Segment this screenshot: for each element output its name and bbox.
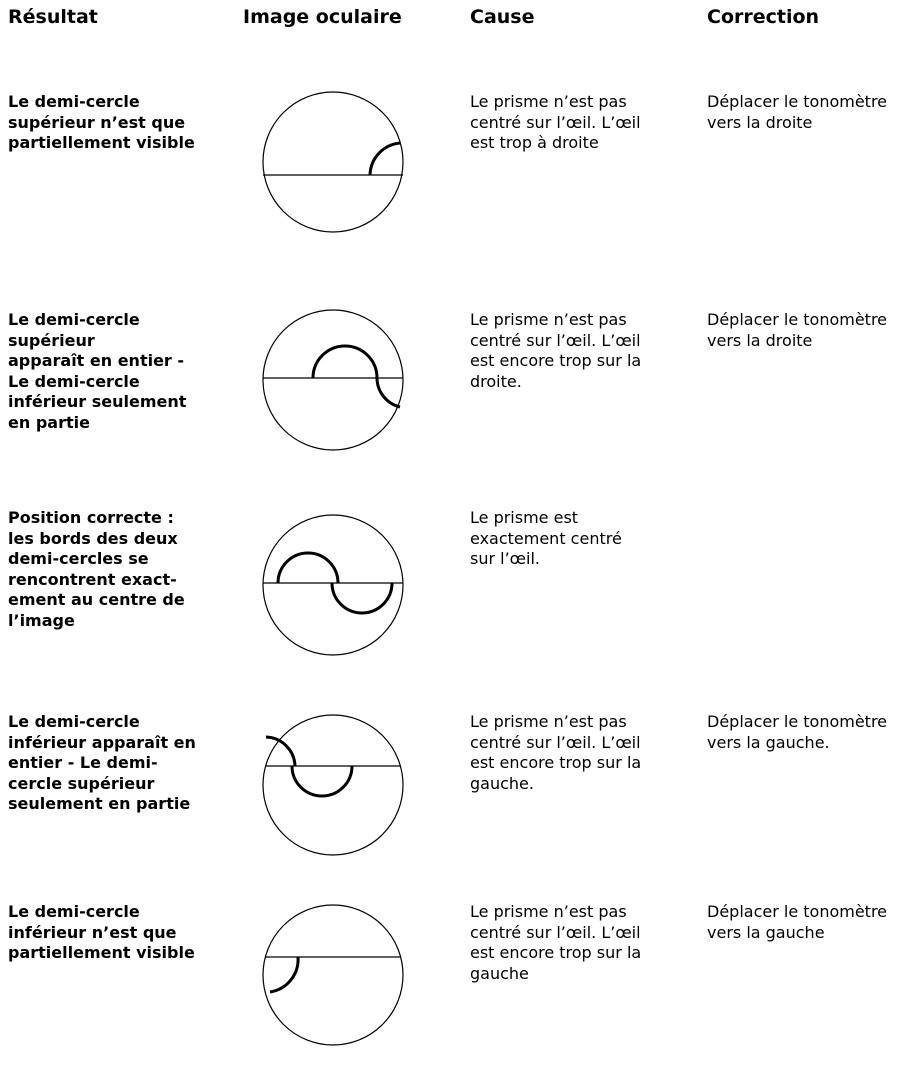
text-line: sur l’œil. [470, 549, 541, 568]
correction-cell: Déplacer le tonomètre vers la droite [707, 92, 887, 133]
text-line: Le prisme est [470, 508, 579, 527]
eye-image [262, 714, 404, 856]
text-line: entier - Le demi- [8, 753, 158, 772]
correction-cell: Déplacer le tonomètre vers la gauche [707, 902, 887, 943]
text-line: en partie [8, 412, 90, 432]
text-line: Le prisme n’est pas [470, 310, 627, 329]
text-line: demi-cercles se [8, 549, 149, 568]
text-line: inférieur n’est que [8, 922, 177, 942]
text-line: Position correcte : [8, 508, 174, 527]
eye-image [262, 91, 404, 233]
column-header: Correction [707, 6, 820, 28]
text-line: inférieur apparaît en [8, 732, 196, 752]
text-line: vers la droite [707, 330, 813, 350]
text-line: supérieur [8, 330, 95, 350]
text-line: Déplacer le tonomètre [707, 92, 888, 111]
text-line: Déplacer le tonomètre [707, 902, 888, 921]
text-line: Le prisme n’est pas [470, 902, 627, 921]
text-line: est encore trop sur la [470, 943, 642, 962]
text-line: est encore trop sur la [470, 351, 642, 370]
text-line: apparaît en entier - [8, 351, 185, 370]
text-line: Le prisme n’est pas [470, 712, 627, 731]
text-line: exactement centré [470, 528, 622, 548]
cause-cell: Le prisme n’est pas centré sur l’œil. L’œ… [470, 902, 641, 984]
text-line: cercle supérieur [8, 773, 155, 793]
text-line: inférieur seulement [8, 392, 187, 411]
text-line: partiellement visible [8, 943, 195, 962]
text-line: Déplacer le tonomètre [707, 712, 888, 731]
cause-cell: Le prisme est exactement centré sur l’œil. [470, 508, 622, 570]
text-line: Le prisme n’est pas [470, 92, 627, 111]
eye-image [262, 309, 404, 451]
text-line: les bords des deux [8, 528, 178, 548]
text-line: est trop à droite [470, 133, 599, 152]
text-line: rencontrent exact- [8, 569, 177, 589]
text-line: Le demi-cercle [8, 92, 140, 111]
text-line: gauche [470, 963, 529, 983]
text-line: Déplacer le tonomètre [707, 310, 888, 329]
text-line: partiellement visible [8, 133, 195, 152]
text-line: centré sur l’œil. L’œil [470, 922, 641, 942]
column-header: Cause [470, 6, 535, 28]
result-cell: Le demi-cercle supérieur n’est que partiel… [8, 92, 195, 154]
result-cell: Position correcte : les bords des deux dem… [8, 508, 185, 631]
result-cell: Le demi-cercle inférieur n’est que partiel… [8, 902, 195, 964]
text-line: Le demi-cercle [8, 371, 140, 391]
text-line: Le demi-cercle [8, 902, 140, 921]
text-line: Le demi-cercle [8, 712, 140, 731]
eye-image [262, 514, 404, 656]
cause-cell: Le prisme n’est pas centré sur l’œil. L’œ… [470, 92, 641, 154]
text-line: centré sur l’œil. L’œil [470, 732, 641, 752]
text-line: vers la droite [707, 112, 813, 132]
result-cell: Le demi-cercle inférieur apparaît en entie… [8, 712, 196, 815]
eye-image [262, 904, 404, 1046]
text-line: Le demi-cercle [8, 310, 140, 329]
text-line: seulement en partie [8, 794, 191, 813]
text-line: centré sur l’œil. L’œil [470, 112, 641, 132]
correction-cell: Déplacer le tonomètre vers la gauche. [707, 712, 887, 753]
text-line: droite. [470, 371, 522, 391]
text-line: gauche. [470, 773, 534, 793]
text-line: vers la gauche [707, 922, 825, 942]
cause-cell: Le prisme n’est pas centré sur l’œil. L’œ… [470, 712, 641, 794]
text-line: vers la gauche. [707, 732, 830, 752]
column-header: Image oculaire [243, 6, 402, 28]
result-cell: Le demi-cercle supérieur apparaît en entie… [8, 310, 186, 433]
text-line: est encore trop sur la [470, 753, 642, 772]
text-line: centré sur l’œil. L’œil [470, 330, 641, 350]
text-line: ement au centre de [8, 590, 185, 609]
correction-cell: Déplacer le tonomètre vers la droite [707, 310, 887, 351]
column-header: Résultat [8, 6, 98, 28]
text-line: l’image [8, 610, 75, 630]
text-line: supérieur n’est que [8, 112, 186, 132]
cause-cell: Le prisme n’est pas centré sur l’œil. L’œ… [470, 310, 641, 392]
